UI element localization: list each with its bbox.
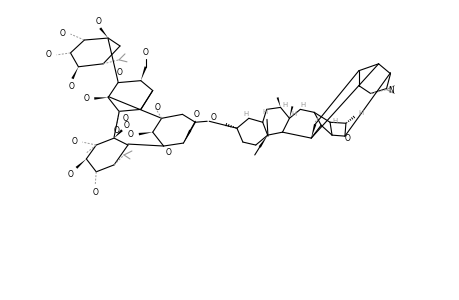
Text: O: O — [83, 94, 89, 103]
Text: O: O — [45, 50, 51, 59]
Polygon shape — [99, 27, 108, 38]
Text: H: H — [282, 102, 287, 108]
Polygon shape — [140, 66, 146, 81]
Polygon shape — [258, 135, 267, 148]
Polygon shape — [276, 97, 280, 107]
Polygon shape — [71, 67, 78, 79]
Text: O: O — [123, 114, 129, 123]
Text: O: O — [95, 17, 101, 26]
Text: O: O — [92, 188, 98, 197]
Text: O: O — [154, 103, 160, 112]
Text: H: H — [243, 111, 248, 117]
Text: O: O — [124, 121, 129, 130]
Text: O: O — [143, 48, 148, 57]
Polygon shape — [114, 129, 123, 138]
Polygon shape — [289, 106, 293, 118]
Text: N: N — [388, 86, 393, 95]
Polygon shape — [183, 130, 191, 143]
Text: O: O — [117, 68, 123, 77]
Text: H: H — [332, 118, 337, 124]
Polygon shape — [75, 159, 86, 169]
Text: O: O — [193, 110, 199, 119]
Text: O: O — [210, 113, 216, 122]
Polygon shape — [311, 124, 316, 138]
Text: O: O — [67, 170, 73, 179]
Text: H: H — [262, 110, 267, 116]
Text: H: H — [291, 111, 297, 117]
Text: O: O — [71, 136, 77, 146]
Text: H: H — [358, 110, 363, 116]
Text: O: O — [128, 130, 134, 139]
Text: H: H — [300, 102, 305, 108]
Text: O: O — [344, 134, 350, 142]
Text: O: O — [60, 28, 65, 38]
Text: O: O — [68, 82, 74, 91]
Polygon shape — [138, 132, 152, 135]
Polygon shape — [94, 97, 108, 100]
Text: O: O — [114, 126, 120, 135]
Text: O: O — [165, 148, 171, 158]
